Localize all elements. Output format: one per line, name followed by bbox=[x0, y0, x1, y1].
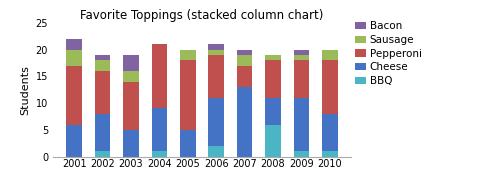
Title: Favorite Toppings (stacked column chart): Favorite Toppings (stacked column chart) bbox=[80, 9, 323, 22]
Bar bbox=[293, 55, 309, 60]
Bar bbox=[123, 130, 139, 157]
Bar bbox=[123, 71, 139, 82]
Bar bbox=[95, 60, 110, 71]
Bar bbox=[95, 55, 110, 60]
Bar bbox=[321, 60, 337, 114]
Bar bbox=[264, 55, 280, 60]
Bar bbox=[236, 50, 252, 55]
Bar bbox=[264, 60, 280, 98]
Bar bbox=[236, 87, 252, 157]
Bar bbox=[123, 82, 139, 130]
Bar bbox=[95, 71, 110, 114]
Bar bbox=[123, 55, 139, 71]
Bar bbox=[180, 130, 195, 157]
Bar bbox=[180, 60, 195, 130]
Bar bbox=[236, 55, 252, 66]
Bar bbox=[66, 66, 82, 125]
Bar bbox=[66, 50, 82, 66]
Bar bbox=[208, 146, 224, 157]
Bar bbox=[151, 151, 167, 157]
Legend: Bacon, Sausage, Pepperoni, Cheese, BBQ: Bacon, Sausage, Pepperoni, Cheese, BBQ bbox=[353, 20, 422, 87]
Bar bbox=[151, 108, 167, 151]
Bar bbox=[264, 125, 280, 157]
Bar bbox=[236, 66, 252, 87]
Bar bbox=[208, 44, 224, 50]
Bar bbox=[151, 44, 167, 108]
Bar bbox=[95, 151, 110, 157]
Bar bbox=[180, 50, 195, 60]
Bar bbox=[293, 98, 309, 151]
Y-axis label: Students: Students bbox=[20, 65, 30, 115]
Bar bbox=[208, 50, 224, 55]
Bar bbox=[264, 98, 280, 125]
Bar bbox=[321, 114, 337, 151]
Bar bbox=[208, 98, 224, 146]
Bar bbox=[321, 50, 337, 60]
Bar bbox=[66, 39, 82, 50]
Bar bbox=[293, 151, 309, 157]
Bar bbox=[66, 125, 82, 157]
Bar bbox=[293, 60, 309, 98]
Bar bbox=[321, 151, 337, 157]
Bar bbox=[208, 55, 224, 98]
Bar bbox=[95, 114, 110, 151]
Bar bbox=[293, 50, 309, 55]
